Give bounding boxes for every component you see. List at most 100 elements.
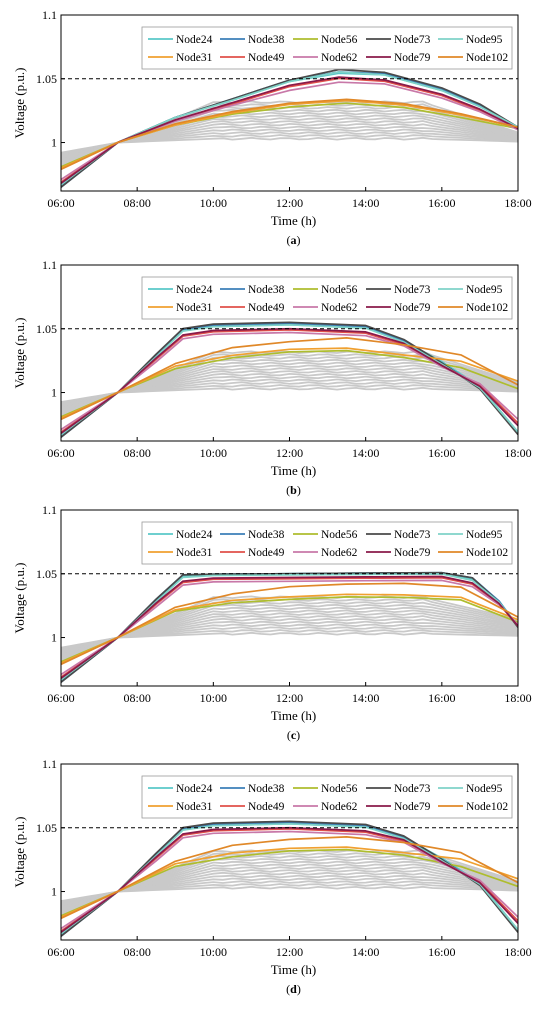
legend-item: Node24: [148, 783, 213, 795]
plot-area: [61, 571, 518, 683]
legend-item: Node31: [148, 547, 213, 559]
series-line-Node73: [61, 571, 518, 683]
legend-label: Node38: [248, 284, 285, 296]
legend-label: Node38: [248, 783, 285, 795]
x-axis-label: Time (h): [271, 213, 316, 228]
legend-item: Node38: [220, 529, 285, 541]
legend-item: Node95: [438, 529, 503, 541]
legend-label: Node73: [394, 783, 431, 795]
legend-item: Node49: [220, 302, 285, 314]
legend-label: Node31: [176, 302, 213, 314]
legend-item: Node62: [293, 801, 358, 813]
legend-item: Node56: [293, 284, 358, 296]
legend-label: Node24: [176, 284, 213, 296]
series-line-Node38: [61, 71, 518, 188]
y-axis-label: Voltage (p.u.): [12, 68, 27, 139]
legend-item: Node62: [293, 52, 358, 64]
legend-label: Node24: [176, 783, 213, 795]
legend-label: Node38: [248, 529, 285, 541]
x-tick-label: 12:00: [276, 196, 303, 210]
y-tick-label: 1.05: [36, 322, 57, 336]
legend-item: Node102: [438, 547, 508, 559]
x-tick-label: 18:00: [504, 691, 531, 705]
x-tick-label: 16:00: [428, 691, 455, 705]
x-tick-label: 12:00: [276, 945, 303, 959]
legend-label: Node102: [466, 801, 508, 813]
x-axis-label: Time (h): [271, 463, 316, 478]
legend-label: Node62: [321, 547, 358, 559]
legend-item: Node49: [220, 801, 285, 813]
legend-label: Node79: [394, 547, 431, 559]
x-tick-label: 16:00: [428, 446, 455, 460]
legend: Node24 Node38 Node56 Node73 Node95 Node31 Node…: [141, 775, 513, 819]
series-line-Node102: [61, 836, 518, 920]
y-tick-label: 1.05: [36, 567, 57, 581]
x-tick-label: 08:00: [123, 945, 150, 959]
legend-item: Node38: [220, 783, 285, 795]
legend-item: Node95: [438, 284, 503, 296]
legend-label: Node95: [466, 783, 503, 795]
legend-label: Node56: [321, 34, 358, 46]
plot-area: [61, 321, 518, 438]
chart-panel-2: 1 1.05 1.1 06:00 08:00 10:00 12:00 14:00 16:00 18…: [12, 258, 532, 497]
y-tick-label: 1.1: [42, 8, 57, 22]
legend-item: Node102: [438, 52, 508, 64]
legend-label: Node49: [248, 302, 285, 314]
y-axis-label: Voltage (p.u.): [12, 563, 27, 634]
legend-label: Node62: [321, 302, 358, 314]
legend-item: Node73: [366, 529, 431, 541]
x-tick-label: 18:00: [504, 196, 531, 210]
y-tick-label: 1: [51, 885, 57, 899]
x-tick-label: 06:00: [47, 691, 74, 705]
legend-item: Node31: [148, 302, 213, 314]
x-tick-label: 06:00: [47, 945, 74, 959]
legend-label: Node79: [394, 52, 431, 64]
legend-item: Node38: [220, 284, 285, 296]
legend-label: Node49: [248, 52, 285, 64]
legend-label: Node62: [321, 801, 358, 813]
legend-box: [141, 775, 513, 819]
legend-item: Node62: [293, 302, 358, 314]
legend: Node24 Node38 Node56 Node73 Node95 Node31 Node…: [141, 26, 513, 70]
x-tick-label: 06:00: [47, 446, 74, 460]
y-axis-label: Voltage (p.u.): [12, 318, 27, 389]
x-tick-label: 08:00: [123, 196, 150, 210]
y-tick-label: 1.1: [42, 503, 57, 517]
y-tick-label: 1: [51, 386, 57, 400]
legend-item: Node62: [293, 547, 358, 559]
legend-item: Node73: [366, 783, 431, 795]
legend: Node24 Node38 Node56 Node73 Node95 Node31 Node…: [141, 521, 513, 565]
legend-label: Node79: [394, 302, 431, 314]
legend-item: Node102: [438, 801, 508, 813]
x-tick-label: 10:00: [200, 945, 227, 959]
legend-item: Node79: [366, 302, 431, 314]
x-axis-label: Time (h): [271, 962, 316, 977]
legend-label: Node73: [394, 529, 431, 541]
y-axis-label: Voltage (p.u.): [12, 817, 27, 888]
legend-label: Node95: [466, 284, 503, 296]
y-tick-label: 1.1: [42, 258, 57, 272]
legend-label: Node31: [176, 801, 213, 813]
series-line-Node102: [61, 337, 518, 421]
legend-label: Node73: [394, 34, 431, 46]
x-tick-label: 12:00: [276, 446, 303, 460]
legend: Node24 Node38 Node56 Node73 Node95 Node31 Node…: [141, 276, 513, 320]
x-tick-label: 18:00: [504, 446, 531, 460]
legend-item: Node79: [366, 547, 431, 559]
legend-label: Node31: [176, 52, 213, 64]
series-line-Node79: [61, 575, 518, 679]
legend-item: Node49: [220, 52, 285, 64]
legend-item: Node56: [293, 34, 358, 46]
x-tick-label: 10:00: [200, 196, 227, 210]
legend-item: Node79: [366, 801, 431, 813]
legend-label: Node24: [176, 34, 213, 46]
legend-label: Node79: [394, 801, 431, 813]
legend-item: Node24: [148, 529, 213, 541]
panel-caption: (a): [287, 233, 301, 247]
legend-label: Node31: [176, 547, 213, 559]
legend-label: Node102: [466, 547, 508, 559]
legend-label: Node49: [248, 801, 285, 813]
legend-item: Node31: [148, 801, 213, 813]
y-tick-label: 1.05: [36, 821, 57, 835]
legend-item: Node79: [366, 52, 431, 64]
